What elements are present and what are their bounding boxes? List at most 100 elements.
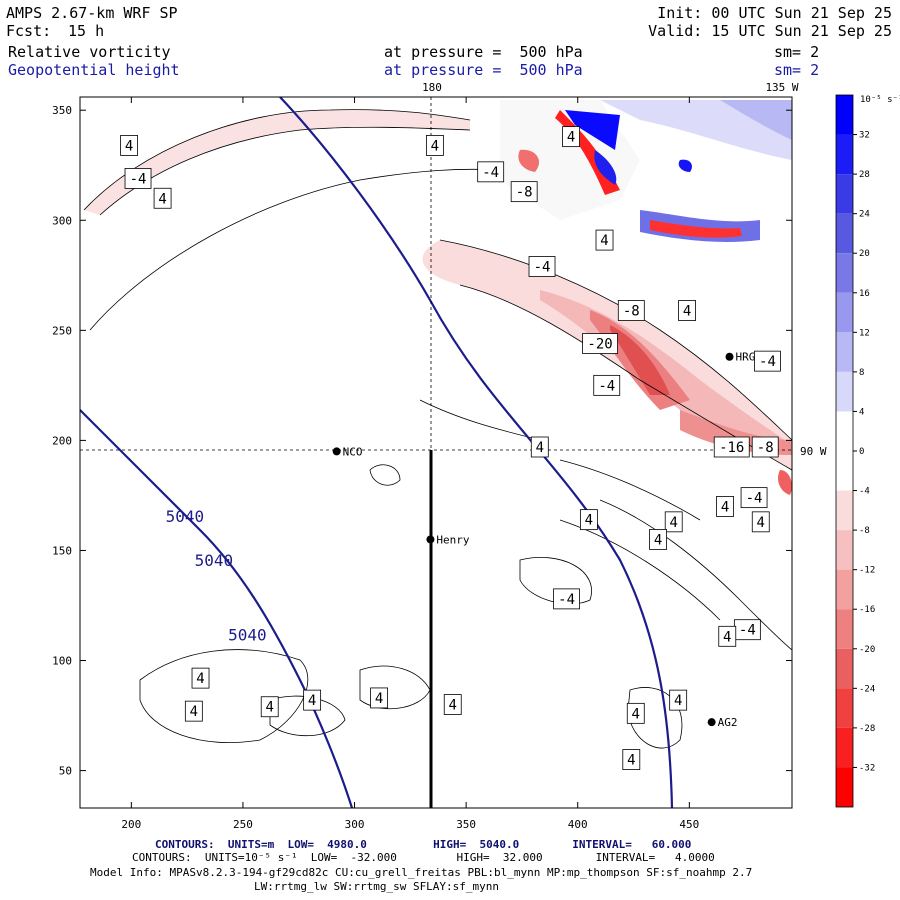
y-tick-label: 50 — [59, 765, 72, 778]
vorticity-label: -4 — [477, 161, 505, 183]
colorbar-segment — [836, 174, 853, 214]
model-title: AMPS 2.67-km WRF SP — [6, 4, 178, 22]
vorticity-label: 4 — [669, 689, 688, 711]
vorticity-label: -20 — [582, 333, 618, 354]
field1-name: Relative vorticity — [8, 43, 171, 61]
colorbar-segment — [836, 530, 853, 570]
station-marker[interactable] — [725, 352, 734, 361]
vorticity-label-text: -20 — [587, 337, 612, 353]
colorbar-tick-label: 12 — [859, 328, 870, 338]
vorticity-label-text: 4 — [158, 191, 166, 207]
vorticity-label: -4 — [740, 487, 768, 509]
y-tick-label: 200 — [52, 434, 72, 447]
vorticity-label: 4 — [530, 436, 549, 458]
vorticity-label: -4 — [528, 256, 556, 277]
vorticity-label: 4 — [425, 135, 444, 156]
vorticity-label: -4 — [593, 374, 621, 396]
vorticity-label-text: 4 — [627, 753, 635, 769]
height-label: 5040 — [166, 507, 205, 526]
vorticity-label-text: 4 — [721, 499, 729, 515]
colorbar-segment — [836, 609, 853, 649]
vorticity-label-text: -8 — [757, 440, 774, 456]
y-tick-label: 300 — [52, 214, 72, 227]
top-label-180: 180 — [422, 81, 442, 94]
footer-vort-contours: CONTOURS: UNITS=10⁻⁵ s⁻¹ LOW= -32.000 HI… — [132, 851, 715, 864]
colorbar-tick-label: -20 — [859, 645, 875, 655]
colorbar-tick-label: 32 — [859, 131, 870, 141]
colorbar-segment — [836, 648, 853, 689]
vorticity-label-text: 4 — [265, 700, 273, 716]
station-label: Henry — [436, 533, 469, 546]
vorticity-label-text: 4 — [669, 515, 677, 531]
colorbar-tick-label: -8 — [859, 526, 870, 536]
colorbar-segment — [836, 688, 853, 728]
vorticity-label: -8 — [510, 181, 538, 203]
vorticity-label: -8 — [617, 300, 645, 321]
vorticity-label: -4 — [124, 168, 152, 189]
colorbar-tick-label: 28 — [859, 170, 870, 180]
field2-smoothing: sm= 2 — [774, 61, 820, 79]
y-tick-label: 350 — [52, 104, 72, 117]
vorticity-label: -4 — [754, 350, 781, 372]
colorbar-segment — [836, 292, 853, 333]
vorticity-label: 4 — [718, 625, 737, 647]
vorticity-label-text: -4 — [482, 165, 499, 181]
vorticity-label: 4 — [622, 749, 641, 770]
vorticity-label-text: -4 — [739, 623, 756, 639]
vorticity-label: 4 — [579, 509, 598, 531]
vorticity-label-text: 4 — [196, 671, 204, 687]
vorticity-label-text: -8 — [623, 304, 640, 320]
vorticity-label: 4 — [153, 187, 172, 209]
colorbar-tick-label: 24 — [859, 210, 870, 220]
vorticity-label: 4 — [370, 687, 388, 709]
x-tick-label: 400 — [568, 818, 588, 831]
height-label: 5040 — [228, 626, 267, 645]
x-tick-label: 450 — [679, 818, 699, 831]
y-tick-label: 100 — [52, 655, 72, 668]
field2-pressure: at pressure = 500 hPa — [384, 61, 583, 79]
station-marker[interactable] — [426, 535, 435, 544]
colorbar-segment — [836, 332, 853, 372]
right-label-90w: 90 W — [800, 445, 827, 458]
colorbar-tick-label: 8 — [859, 368, 864, 378]
vorticity-label: -4 — [553, 588, 580, 610]
colorbar-tick-label: -32 — [859, 763, 875, 773]
station-marker[interactable] — [332, 447, 341, 456]
field2-name: Geopotential height — [8, 61, 180, 79]
colorbar-tick-label: -28 — [859, 724, 875, 734]
colorbar-tick-label: 4 — [859, 407, 864, 417]
station-marker[interactable] — [707, 718, 716, 727]
vorticity-label-text: -4 — [534, 259, 551, 275]
vorticity-label-text: 4 — [190, 704, 198, 720]
colorbar-tick-label: -4 — [859, 487, 870, 497]
vorticity-label-text: 4 — [723, 629, 731, 645]
x-tick-label: 250 — [233, 818, 253, 831]
vorticity-label: 4 — [443, 694, 462, 715]
colorbar-tick-label: 20 — [859, 249, 870, 259]
vorticity-label-text: 4 — [585, 513, 593, 529]
vorticity-label: -16 — [713, 436, 750, 458]
y-tick-label: 150 — [52, 544, 72, 557]
vorticity-label: 4 — [184, 700, 203, 722]
height-label: 5040 — [195, 551, 234, 570]
vorticity-label: 4 — [191, 667, 210, 689]
colorbar-tick-label: -12 — [859, 566, 875, 576]
footer-model-info: Model Info: MPASv8.2.3-194-gf29cd82c CU:… — [90, 866, 753, 879]
vorticity-label-text: -4 — [746, 491, 763, 507]
vorticity-field — [83, 100, 792, 749]
vorticity-label: 4 — [716, 496, 734, 517]
x-tick-label: 200 — [121, 818, 141, 831]
vorticity-label-text: -16 — [719, 440, 744, 456]
colorbar-segment — [836, 727, 853, 768]
vorticity-label-text: -4 — [598, 378, 615, 394]
y-tick-label: 250 — [52, 324, 72, 337]
x-tick-label: 300 — [345, 818, 365, 831]
footer-model-info-2: LW:rrtmg_lw SW:rrtmg_sw SFLAY:sf_mynn — [254, 880, 500, 893]
vorticity-label-text: -4 — [759, 354, 776, 370]
height-contours — [80, 97, 674, 808]
vorticity-label-text: -8 — [516, 185, 533, 201]
footer-height-contours: CONTOURS: UNITS=m LOW= 4980.0 HIGH= 5040… — [155, 838, 692, 851]
vorticity-label: 4 — [303, 689, 322, 711]
vorticity-label: 4 — [120, 135, 139, 156]
